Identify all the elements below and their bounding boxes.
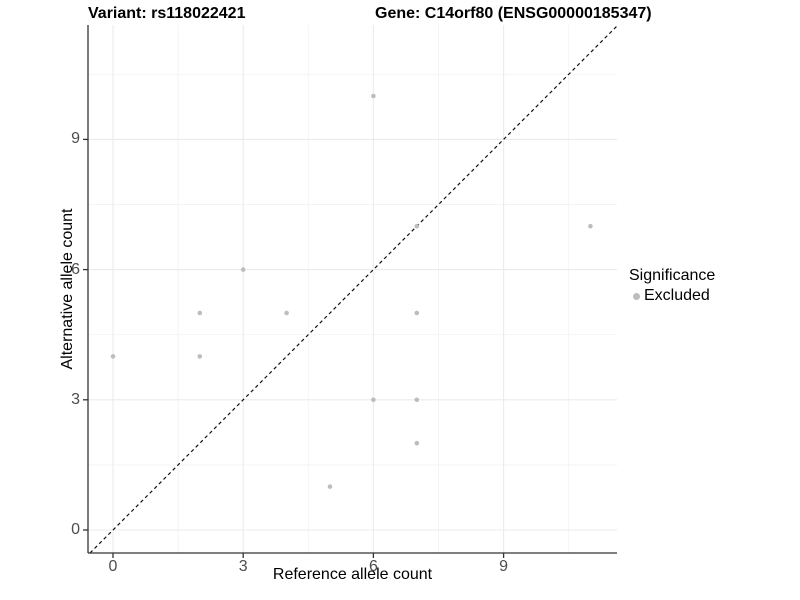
- plot-title-variant: Variant: rs118022421: [88, 5, 246, 22]
- data-point: [284, 310, 289, 316]
- legend: Significance Excluded: [629, 266, 794, 306]
- legend-point-icon: [633, 292, 640, 300]
- x-tick-label: 0: [108, 558, 118, 575]
- x-tick-label: 3: [238, 558, 248, 575]
- data-point: [371, 397, 376, 403]
- data-point: [371, 93, 376, 99]
- data-point: [240, 267, 246, 272]
- x-tick-label: 6: [368, 558, 378, 575]
- data-point: [327, 484, 333, 489]
- y-tick-label: 0: [71, 521, 80, 538]
- x-axis-title: Reference allele count: [272, 566, 433, 583]
- legend-entry: Excluded: [629, 286, 794, 306]
- data-point: [197, 354, 203, 359]
- data-point: [110, 354, 116, 359]
- identity-line: [89, 24, 619, 554]
- legend-entry-label: Excluded: [644, 287, 710, 304]
- data-point: [414, 397, 420, 403]
- data-point: [414, 223, 420, 229]
- legend-title: Significance: [629, 267, 716, 284]
- data-point: [197, 310, 203, 316]
- data-point: [414, 310, 420, 316]
- plot-title-gene: Gene: C14orf80 (ENSG00000185347): [375, 5, 652, 22]
- x-tick-label: 9: [499, 558, 509, 575]
- data-point: [588, 223, 593, 229]
- y-tick-label: 3: [71, 390, 80, 408]
- y-tick-label: 9: [71, 130, 80, 148]
- data-point: [414, 440, 420, 446]
- y-axis-title: Alternative allele count: [59, 208, 76, 370]
- y-tick-label: 6: [71, 260, 80, 278]
